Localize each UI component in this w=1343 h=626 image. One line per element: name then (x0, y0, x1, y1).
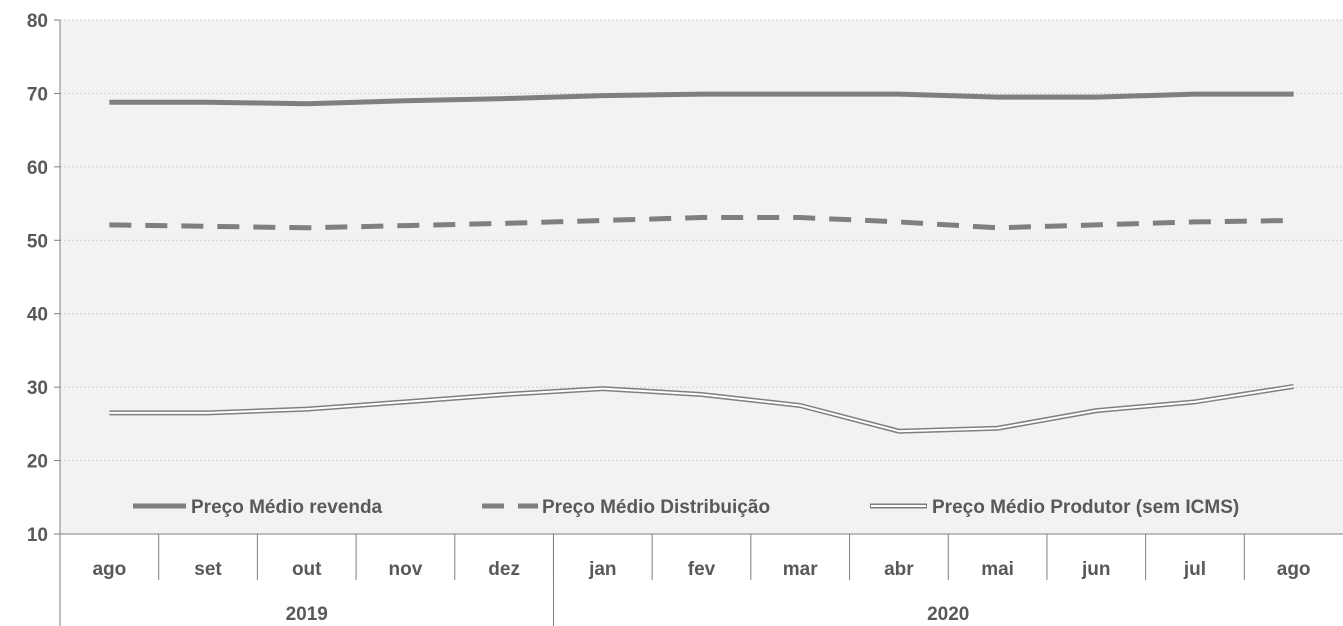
x-tick-label: jun (1081, 559, 1111, 580)
series-lines (109, 91, 1295, 434)
gridlines (54, 19, 1343, 535)
x-tick-label: set (194, 559, 222, 580)
y-tick-label: 30 (27, 378, 48, 399)
y-tick-label: 20 (27, 452, 48, 473)
x-tick-label: mai (981, 559, 1014, 580)
y-tick-label: 50 (27, 231, 48, 252)
x-tick-label: jul (1183, 559, 1206, 580)
y-tick-label: 60 (27, 158, 48, 179)
series-line-distribuicao (109, 215, 1294, 231)
year-label: 2020 (927, 604, 969, 625)
legend-label: Preço Médio revenda (191, 497, 383, 518)
x-tick-label: fev (688, 559, 716, 580)
x-tick-label: mar (783, 559, 818, 580)
legend-label: Preço Médio Distribuição (542, 497, 770, 518)
x-tick-label: jan (588, 559, 616, 580)
series-line-produtor-inner (109, 385, 1294, 433)
y-tick-label: 40 (27, 305, 48, 326)
x-tick-label: out (292, 559, 322, 580)
y-axis-tick-labels: 10 20 30 40 50 60 70 80 (27, 11, 48, 546)
x-tick-label: nov (389, 559, 423, 580)
legend: Preço Médio revenda Preço Médio Distribui… (133, 497, 1239, 518)
y-tick-label: 80 (27, 11, 48, 32)
x-axis-month-labels: ago set out nov dez jan fev mar abr mai jun jul ago (92, 559, 1310, 580)
y-tick-label: 70 (27, 84, 48, 105)
x-tick-label: ago (92, 559, 126, 580)
x-axis-year-labels: 2019 2020 (286, 604, 970, 625)
legend-label: Preço Médio Produtor (sem ICMS) (932, 497, 1239, 518)
series-line-revenda (109, 91, 1294, 107)
x-tick-label: ago (1277, 559, 1311, 580)
year-label: 2019 (286, 604, 328, 625)
axes (59, 20, 1343, 626)
x-tick-label: abr (884, 559, 914, 580)
y-tick-label: 10 (27, 525, 48, 546)
x-tick-label: dez (488, 559, 520, 580)
